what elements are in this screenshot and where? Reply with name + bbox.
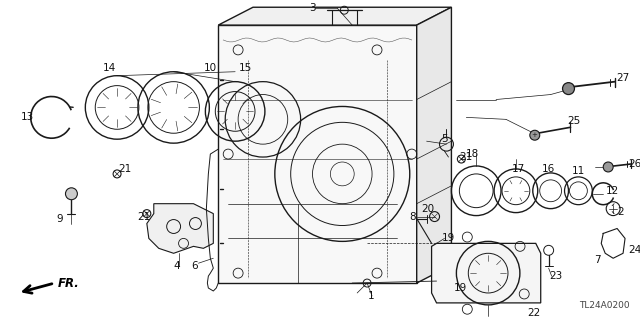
Text: 8: 8 xyxy=(410,211,416,222)
Text: 15: 15 xyxy=(239,63,252,73)
Text: 21: 21 xyxy=(118,164,132,174)
Text: +: + xyxy=(531,132,537,138)
Text: 10: 10 xyxy=(204,63,217,73)
Text: 3: 3 xyxy=(309,3,316,13)
Text: 4: 4 xyxy=(173,261,180,271)
Polygon shape xyxy=(417,7,451,283)
Polygon shape xyxy=(147,204,213,253)
Text: 27: 27 xyxy=(616,73,630,83)
Text: 26: 26 xyxy=(628,159,640,169)
Text: 12: 12 xyxy=(605,186,619,196)
Text: 11: 11 xyxy=(572,166,585,176)
Text: 1: 1 xyxy=(368,291,374,301)
Polygon shape xyxy=(431,243,541,303)
Text: 6: 6 xyxy=(191,261,198,271)
Text: 21: 21 xyxy=(460,152,473,162)
Text: 21: 21 xyxy=(137,211,150,222)
Circle shape xyxy=(530,130,540,140)
Text: 14: 14 xyxy=(102,63,116,73)
Circle shape xyxy=(604,162,613,172)
Text: 16: 16 xyxy=(542,164,556,174)
Text: 19: 19 xyxy=(442,234,455,243)
Text: 2: 2 xyxy=(617,207,623,217)
Circle shape xyxy=(65,188,77,200)
Text: 17: 17 xyxy=(512,164,525,174)
Circle shape xyxy=(563,83,575,94)
Text: 13: 13 xyxy=(21,112,35,122)
Text: 24: 24 xyxy=(628,245,640,255)
Polygon shape xyxy=(218,7,451,25)
Text: 9: 9 xyxy=(56,213,63,224)
Text: 18: 18 xyxy=(466,149,479,159)
Text: 23: 23 xyxy=(549,271,562,281)
Text: 22: 22 xyxy=(527,308,540,318)
Text: 19: 19 xyxy=(454,283,467,293)
Text: 5: 5 xyxy=(441,134,448,144)
Text: TL24A0200: TL24A0200 xyxy=(579,301,630,310)
Text: 25: 25 xyxy=(567,116,580,126)
Polygon shape xyxy=(218,25,417,283)
Text: 7: 7 xyxy=(594,255,600,265)
Text: FR.: FR. xyxy=(58,277,79,290)
Text: 20: 20 xyxy=(421,204,434,214)
